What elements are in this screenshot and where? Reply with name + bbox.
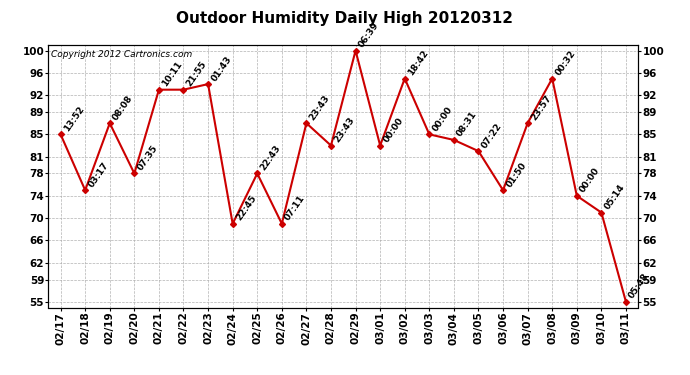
Text: 21:55: 21:55 bbox=[185, 60, 208, 88]
Text: 01:43: 01:43 bbox=[210, 54, 233, 83]
Text: 00:00: 00:00 bbox=[578, 166, 602, 194]
Text: 07:11: 07:11 bbox=[283, 194, 307, 222]
Text: 08:08: 08:08 bbox=[111, 93, 135, 122]
Text: 06:39: 06:39 bbox=[357, 21, 381, 49]
Text: Copyright 2012 Cartronics.com: Copyright 2012 Cartronics.com bbox=[51, 50, 193, 59]
Text: 18:42: 18:42 bbox=[406, 48, 430, 77]
Text: 01:50: 01:50 bbox=[504, 160, 528, 189]
Text: 23:43: 23:43 bbox=[333, 116, 356, 144]
Text: 22:43: 22:43 bbox=[259, 143, 282, 172]
Text: 13:52: 13:52 bbox=[62, 104, 86, 133]
Text: 23:43: 23:43 bbox=[308, 93, 332, 122]
Text: 07:35: 07:35 bbox=[136, 144, 159, 172]
Text: 08:31: 08:31 bbox=[455, 110, 479, 138]
Text: 00:32: 00:32 bbox=[553, 49, 578, 77]
Text: 07:22: 07:22 bbox=[480, 121, 504, 150]
Text: 05:48: 05:48 bbox=[627, 272, 651, 300]
Text: Outdoor Humidity Daily High 20120312: Outdoor Humidity Daily High 20120312 bbox=[177, 11, 513, 26]
Text: 10:11: 10:11 bbox=[160, 60, 184, 88]
Text: 00:00: 00:00 bbox=[382, 116, 405, 144]
Text: 00:00: 00:00 bbox=[431, 105, 454, 133]
Text: 05:14: 05:14 bbox=[603, 183, 627, 211]
Text: 03:17: 03:17 bbox=[86, 160, 110, 189]
Text: 23:57: 23:57 bbox=[529, 93, 553, 122]
Text: 22:45: 22:45 bbox=[234, 194, 258, 222]
